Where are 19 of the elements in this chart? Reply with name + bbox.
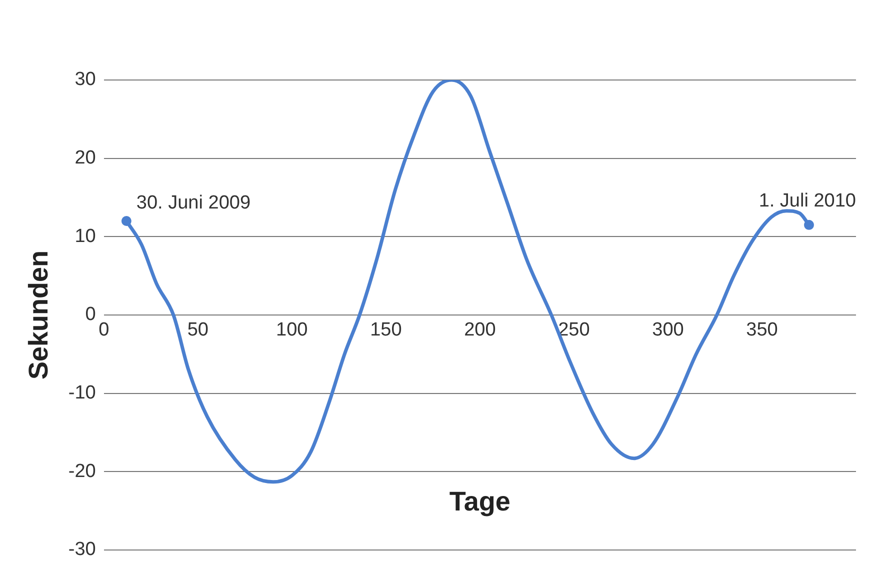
y-tick-label: -10 — [68, 382, 96, 404]
x-tick-label: 300 — [652, 320, 684, 341]
x-axis-title: Tage — [449, 486, 510, 516]
x-tick-label: 150 — [370, 320, 402, 341]
x-tick-label: 100 — [276, 320, 308, 341]
y-tick-label: -30 — [68, 539, 96, 560]
x-tick-label: 200 — [464, 320, 496, 341]
x-tick-label: 0 — [98, 320, 110, 341]
x-tick-label: 50 — [187, 320, 208, 341]
x-tick-label: 250 — [558, 320, 590, 341]
y-tick-label: 30 — [74, 69, 96, 90]
annotation: 1. Juli 2010 — [758, 190, 856, 212]
y-tick-label: 0 — [85, 304, 96, 326]
y-tick-label: -20 — [68, 460, 96, 482]
annotation: 30. Juni 2009 — [136, 192, 251, 214]
y-tick-label: 20 — [74, 148, 96, 169]
y-tick-label: 10 — [74, 226, 96, 247]
y-axis-title: Sekunden — [24, 250, 54, 380]
x-tick-label: 350 — [746, 320, 778, 341]
